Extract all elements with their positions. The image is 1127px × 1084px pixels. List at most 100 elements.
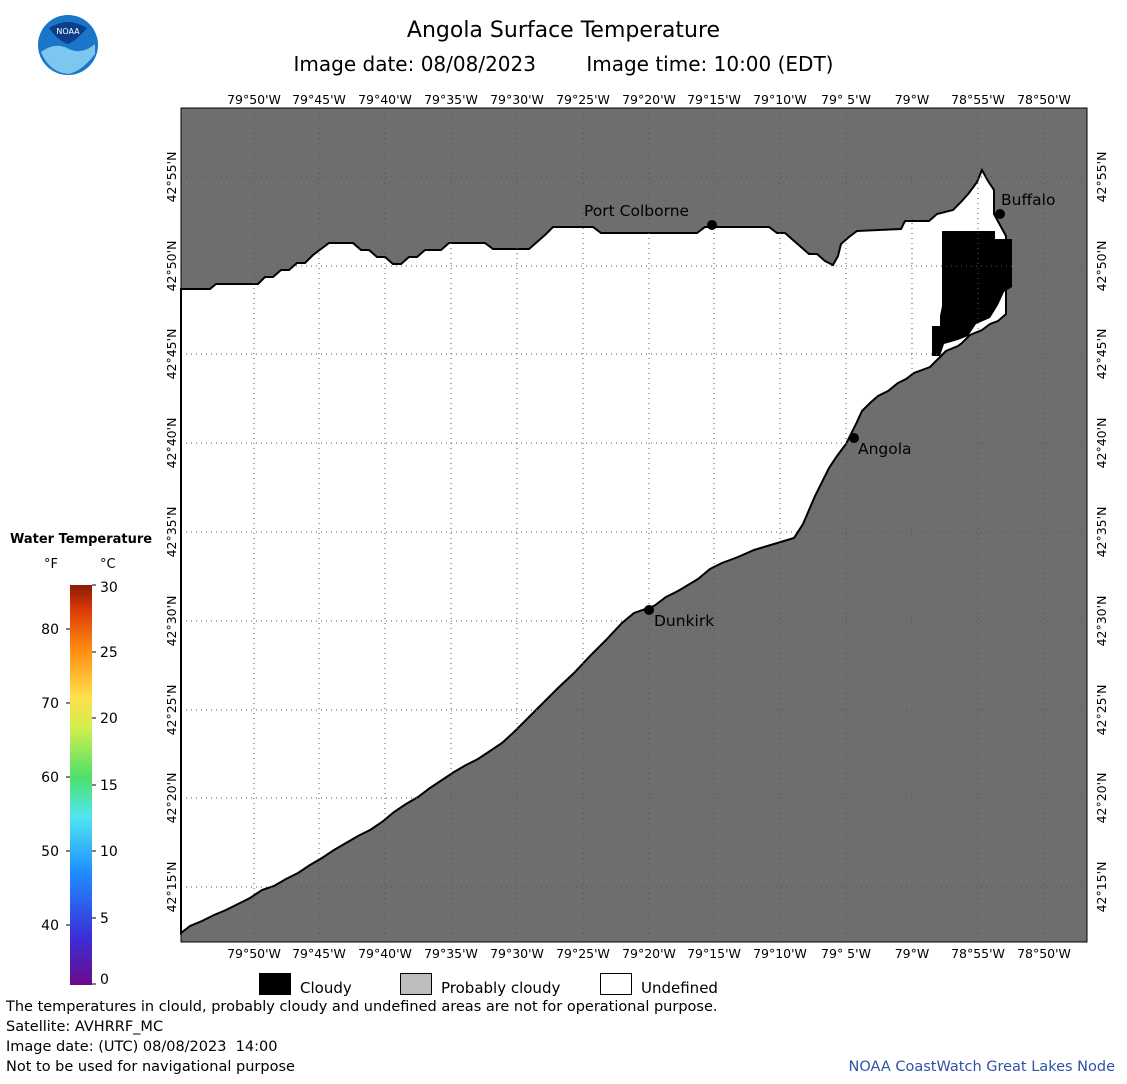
lat-label: 42°40'N	[164, 418, 179, 469]
lat-label: 42°25'N	[1094, 685, 1109, 736]
temperature-color-bar	[70, 585, 92, 985]
scale-c-label: 10	[100, 844, 118, 860]
lon-label: 78°50'W	[1017, 92, 1071, 107]
lat-label: 42°35'N	[1094, 507, 1109, 558]
lon-label: 79°45'W	[292, 92, 346, 107]
scale-f-label: 60	[41, 770, 59, 786]
lon-labels-top: 79°50'W 79°45'W 79°40'W 79°35'W 79°30'W …	[227, 92, 1071, 107]
footer-satellite: Satellite: AVHRRF_MC	[6, 1019, 164, 1035]
scale-c-label: 20	[100, 711, 118, 727]
city-marker	[707, 220, 717, 230]
image-time: Image time: 10:00 (EDT)	[586, 52, 834, 76]
footer-disclaimer: The temperatures in clould, probably clo…	[6, 999, 718, 1015]
city-marker	[644, 605, 654, 615]
lon-label: 78°50'W	[1017, 946, 1071, 961]
scale-f-label: 40	[41, 918, 59, 934]
cloud-area	[932, 231, 1012, 356]
lon-label: 79°20'W	[622, 946, 676, 961]
city-buffalo: Buffalo	[995, 191, 1055, 219]
scale-f-label: 50	[41, 844, 59, 860]
legend-undefined-label: Undefined	[641, 979, 718, 997]
scale-ticks	[66, 584, 96, 985]
lat-label: 42°55'N	[1094, 152, 1109, 203]
lat-label: 42°25'N	[164, 685, 179, 736]
city-port-colborne: Port Colborne	[584, 202, 717, 230]
lon-label: 79°50'W	[227, 946, 281, 961]
scale-title: Water Temperature	[10, 532, 153, 547]
legend-cloudy-label: Cloudy	[300, 979, 352, 997]
lon-label: 79°25'W	[556, 92, 610, 107]
lon-label: 79°50'W	[227, 92, 281, 107]
graticule	[181, 108, 1087, 942]
footer-credit: NOAA CoastWatch Great Lakes Node	[848, 1059, 1115, 1075]
lon-label: 79°15'W	[687, 946, 741, 961]
lon-label: 79° 5'W	[821, 92, 871, 107]
lon-label: 79°40'W	[358, 92, 412, 107]
legend-probably-cloudy-label: Probably cloudy	[441, 979, 561, 997]
lat-label: 42°45'N	[1094, 329, 1109, 380]
scale-c-label: 30	[100, 580, 118, 596]
scale-unit-f: °F	[44, 557, 58, 572]
scale-f-labels: 80 70 60 50 40	[41, 622, 59, 934]
lat-labels-right: 42°55'N 42°50'N 42°45'N 42°40'N 42°35'N …	[1094, 152, 1109, 913]
lat-labels-left: 42°55'N 42°50'N 42°45'N 42°40'N 42°35'N …	[164, 152, 179, 913]
lat-label: 42°45'N	[164, 329, 179, 380]
lat-label: 42°55'N	[164, 152, 179, 203]
lat-label: 42°50'N	[1094, 241, 1109, 292]
map-frame	[180, 107, 1088, 943]
lat-label: 42°15'N	[1094, 862, 1109, 913]
scale-c-label: 0	[100, 972, 109, 988]
lat-label: 42°30'N	[164, 596, 179, 647]
lon-label: 79°W	[895, 946, 930, 961]
lat-label: 42°35'N	[164, 507, 179, 558]
city-label: Buffalo	[1001, 191, 1055, 209]
city-label: Angola	[858, 440, 912, 458]
scale-c-label: 15	[100, 778, 118, 794]
footer-navigation: Not to be used for navigational purpose	[6, 1059, 295, 1075]
scale-f-label: 80	[41, 622, 59, 638]
scale-f-label: 70	[41, 696, 59, 712]
scale-c-labels: 30 25 20 15 10 5 0	[100, 580, 118, 988]
lon-label: 79°30'W	[490, 92, 544, 107]
image-date: Image date: 08/08/2023	[293, 52, 536, 76]
lon-label: 79°45'W	[292, 946, 346, 961]
logo-text: NOAA	[56, 27, 80, 36]
lon-label: 79°10'W	[753, 92, 807, 107]
lake-erie-water	[180, 167, 1007, 936]
lon-label: 79°25'W	[556, 946, 610, 961]
lon-label: 79°30'W	[490, 946, 544, 961]
lon-label: 79°10'W	[753, 946, 807, 961]
noaa-logo: NOAA	[37, 14, 99, 80]
city-marker	[995, 209, 1005, 219]
legend-undefined-swatch	[600, 973, 632, 995]
scale-c-label: 5	[100, 911, 109, 927]
lat-label: 42°20'N	[1094, 773, 1109, 824]
city-label: Dunkirk	[654, 612, 714, 630]
lon-label: 79°W	[895, 92, 930, 107]
lon-label: 79°35'W	[424, 946, 478, 961]
city-angola: Angola	[849, 433, 912, 458]
lat-label: 42°15'N	[164, 862, 179, 913]
city-marker	[849, 433, 859, 443]
scale-c-label: 25	[100, 645, 118, 661]
legend-probably-cloudy-swatch	[400, 973, 432, 995]
lon-labels-bottom: 79°50'W 79°45'W 79°40'W 79°35'W 79°30'W …	[227, 946, 1071, 961]
city-dunkirk: Dunkirk	[644, 605, 714, 630]
lon-label: 79°40'W	[358, 946, 412, 961]
scale-unit-c: °C	[100, 557, 116, 572]
lat-label: 42°30'N	[1094, 596, 1109, 647]
lon-label: 78°55'W	[951, 946, 1005, 961]
lon-label: 79°15'W	[687, 92, 741, 107]
lat-label: 42°40'N	[1094, 418, 1109, 469]
lon-label: 78°55'W	[951, 92, 1005, 107]
lon-label: 79° 5'W	[821, 946, 871, 961]
page-subtitle: Image date: 08/08/2023 Image time: 10:00…	[0, 52, 1127, 76]
footer-utc-date: Image date: (UTC) 08/08/2023 14:00	[6, 1039, 278, 1055]
lon-label: 79°20'W	[622, 92, 676, 107]
lat-label: 42°50'N	[164, 241, 179, 292]
city-label: Port Colborne	[584, 202, 689, 220]
page-title: Angola Surface Temperature	[406, 18, 721, 43]
lat-label: 42°20'N	[164, 773, 179, 824]
legend-cloudy-swatch	[259, 973, 291, 995]
